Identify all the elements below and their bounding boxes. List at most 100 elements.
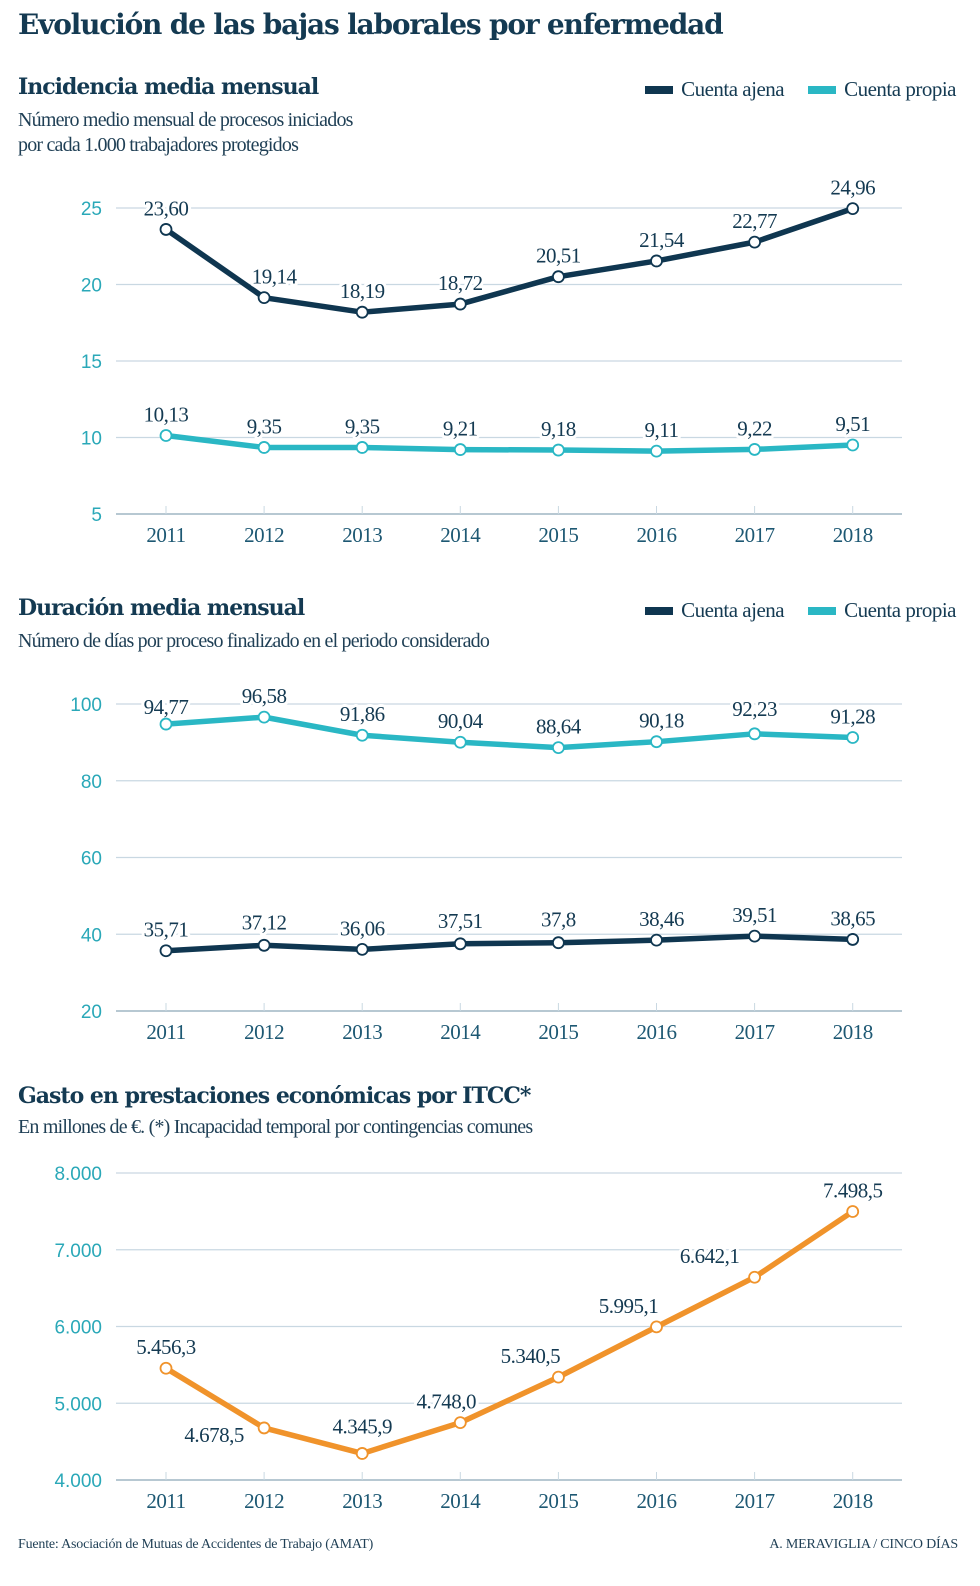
x-tick-label: 2017 xyxy=(735,1020,775,1044)
data-point xyxy=(650,933,663,947)
x-tick-label: 2018 xyxy=(833,1489,873,1513)
duracion-subtitle: Número de días por proceso finalizado en… xyxy=(18,629,490,654)
data-point xyxy=(453,443,467,456)
data-label-halo: 9,22 xyxy=(737,416,772,440)
data-label: 5.340,5 xyxy=(501,1344,561,1368)
data-point xyxy=(748,727,761,741)
y-tick-label: 5.000 xyxy=(54,1394,102,1415)
data-label-halo: 90,18 xyxy=(639,709,684,733)
data-label: 92,23 xyxy=(732,697,777,721)
series-line-ajena xyxy=(163,933,856,954)
data-label-halo: 90,04 xyxy=(438,709,484,733)
data-label: 23,60 xyxy=(144,196,189,220)
legend-item-ajena: Cuenta ajena xyxy=(645,77,785,102)
data-label-halo: 5.340,5 xyxy=(501,1344,561,1368)
data-label: 9,18 xyxy=(541,417,576,441)
data-point xyxy=(552,270,565,284)
data-point xyxy=(650,254,663,268)
data-label: 9,11 xyxy=(645,418,679,442)
legend-item-propia: Cuenta propia xyxy=(808,77,956,102)
data-label-halo: 7.498,5 xyxy=(823,1178,883,1202)
x-tick-label: 2016 xyxy=(637,1020,677,1044)
data-label: 5.995,1 xyxy=(599,1294,659,1318)
data-label-halo: 4.345,9 xyxy=(332,1414,392,1438)
data-label: 9,35 xyxy=(247,414,282,438)
data-point xyxy=(846,933,860,946)
data-label: 4.748,0 xyxy=(417,1390,477,1414)
data-label-halo: 91,28 xyxy=(830,704,875,728)
data-label: 18,72 xyxy=(438,271,483,295)
incidencia-legend: Cuenta ajena Cuenta propia xyxy=(645,77,956,102)
legend-label-ajena: Cuenta ajena xyxy=(681,77,785,101)
data-label-halo: 38,46 xyxy=(639,907,684,931)
data-label: 90,04 xyxy=(438,709,484,733)
x-tick-label: 2012 xyxy=(244,1020,284,1044)
data-label-halo: 9,51 xyxy=(835,412,870,436)
data-label: 91,86 xyxy=(340,702,385,726)
legend-label-propia: Cuenta propia xyxy=(844,598,956,622)
data-label-halo: 36,06 xyxy=(340,916,385,940)
x-tick-label: 2012 xyxy=(244,523,284,547)
data-point xyxy=(159,1361,173,1375)
x-tick-label: 2018 xyxy=(833,1020,873,1044)
data-point xyxy=(650,735,663,749)
y-tick-label: 80 xyxy=(81,772,102,793)
x-tick-label: 2015 xyxy=(538,523,578,547)
data-point xyxy=(453,937,467,951)
duracion-legend: Cuenta ajena Cuenta propia xyxy=(645,598,956,623)
data-point xyxy=(257,441,271,454)
data-label-halo: 23,60 xyxy=(144,196,189,220)
data-point xyxy=(552,443,565,457)
data-label: 24,96 xyxy=(830,176,875,200)
data-label: 37,12 xyxy=(242,910,287,934)
data-point xyxy=(748,235,761,249)
data-label: 10,13 xyxy=(144,403,189,427)
data-label: 9,22 xyxy=(737,416,772,440)
data-point xyxy=(846,202,860,216)
data-point xyxy=(650,444,663,458)
data-label: 9,51 xyxy=(835,412,870,436)
data-point xyxy=(748,929,761,943)
data-label-halo: 18,72 xyxy=(438,271,483,295)
series-gasto: 5.456,35.456,34.678,54.678,5 4.345,94.345… xyxy=(133,1175,886,1460)
data-label-halo: 5.456,3 xyxy=(136,1335,196,1359)
data-point xyxy=(355,441,369,454)
data-point xyxy=(453,735,467,749)
data-point xyxy=(846,731,860,744)
data-label-halo: 21,54 xyxy=(639,228,685,252)
data-label: 90,18 xyxy=(639,709,684,733)
legend-swatch-ajena xyxy=(645,85,674,94)
data-point xyxy=(355,728,369,742)
y-tick-label: 60 xyxy=(81,849,102,870)
data-label: 7.498,5 xyxy=(823,1178,883,1202)
data-label-halo: 37,51 xyxy=(438,909,483,933)
x-tick-label: 2011 xyxy=(146,1020,185,1044)
data-label-halo: 4.678,5 xyxy=(184,1423,244,1447)
x-tick-label: 2016 xyxy=(637,523,677,547)
x-tick-label: 2013 xyxy=(342,1489,382,1513)
duracion-title: Duración media mensual xyxy=(18,595,305,621)
data-label: 18,19 xyxy=(340,279,385,303)
data-label-halo: 22,77 xyxy=(732,209,777,233)
data-label-halo: 92,23 xyxy=(732,697,777,721)
x-tick-label: 2015 xyxy=(538,1489,578,1513)
data-label-halo: 37,8 xyxy=(541,908,576,932)
data-label: 96,58 xyxy=(242,684,287,708)
data-point xyxy=(552,936,565,950)
incidencia-chart: 5 10 15 20 25 2011 2012 2013 2014 2015 2016 2017 201… xyxy=(81,173,902,547)
data-point xyxy=(355,1447,369,1460)
data-point xyxy=(257,291,271,305)
series-line-propia xyxy=(163,714,856,751)
data-label-halo: 9,18 xyxy=(541,417,576,441)
x-tick-label: 2013 xyxy=(342,1020,382,1044)
data-label: 91,28 xyxy=(830,704,875,728)
y-tick-label: 6.000 xyxy=(54,1318,102,1339)
data-label-halo: 9,21 xyxy=(443,417,478,441)
incidencia-subtitle: Número medio mensual de procesos iniciad… xyxy=(18,108,353,158)
x-tick-label: 2011 xyxy=(146,1489,185,1513)
y-tick-label: 20 xyxy=(81,1002,102,1023)
data-label-halo: 24,96 xyxy=(830,176,875,200)
incidencia-subtitle-line-2: por cada 1.000 trabajadores protegidos xyxy=(18,134,299,156)
